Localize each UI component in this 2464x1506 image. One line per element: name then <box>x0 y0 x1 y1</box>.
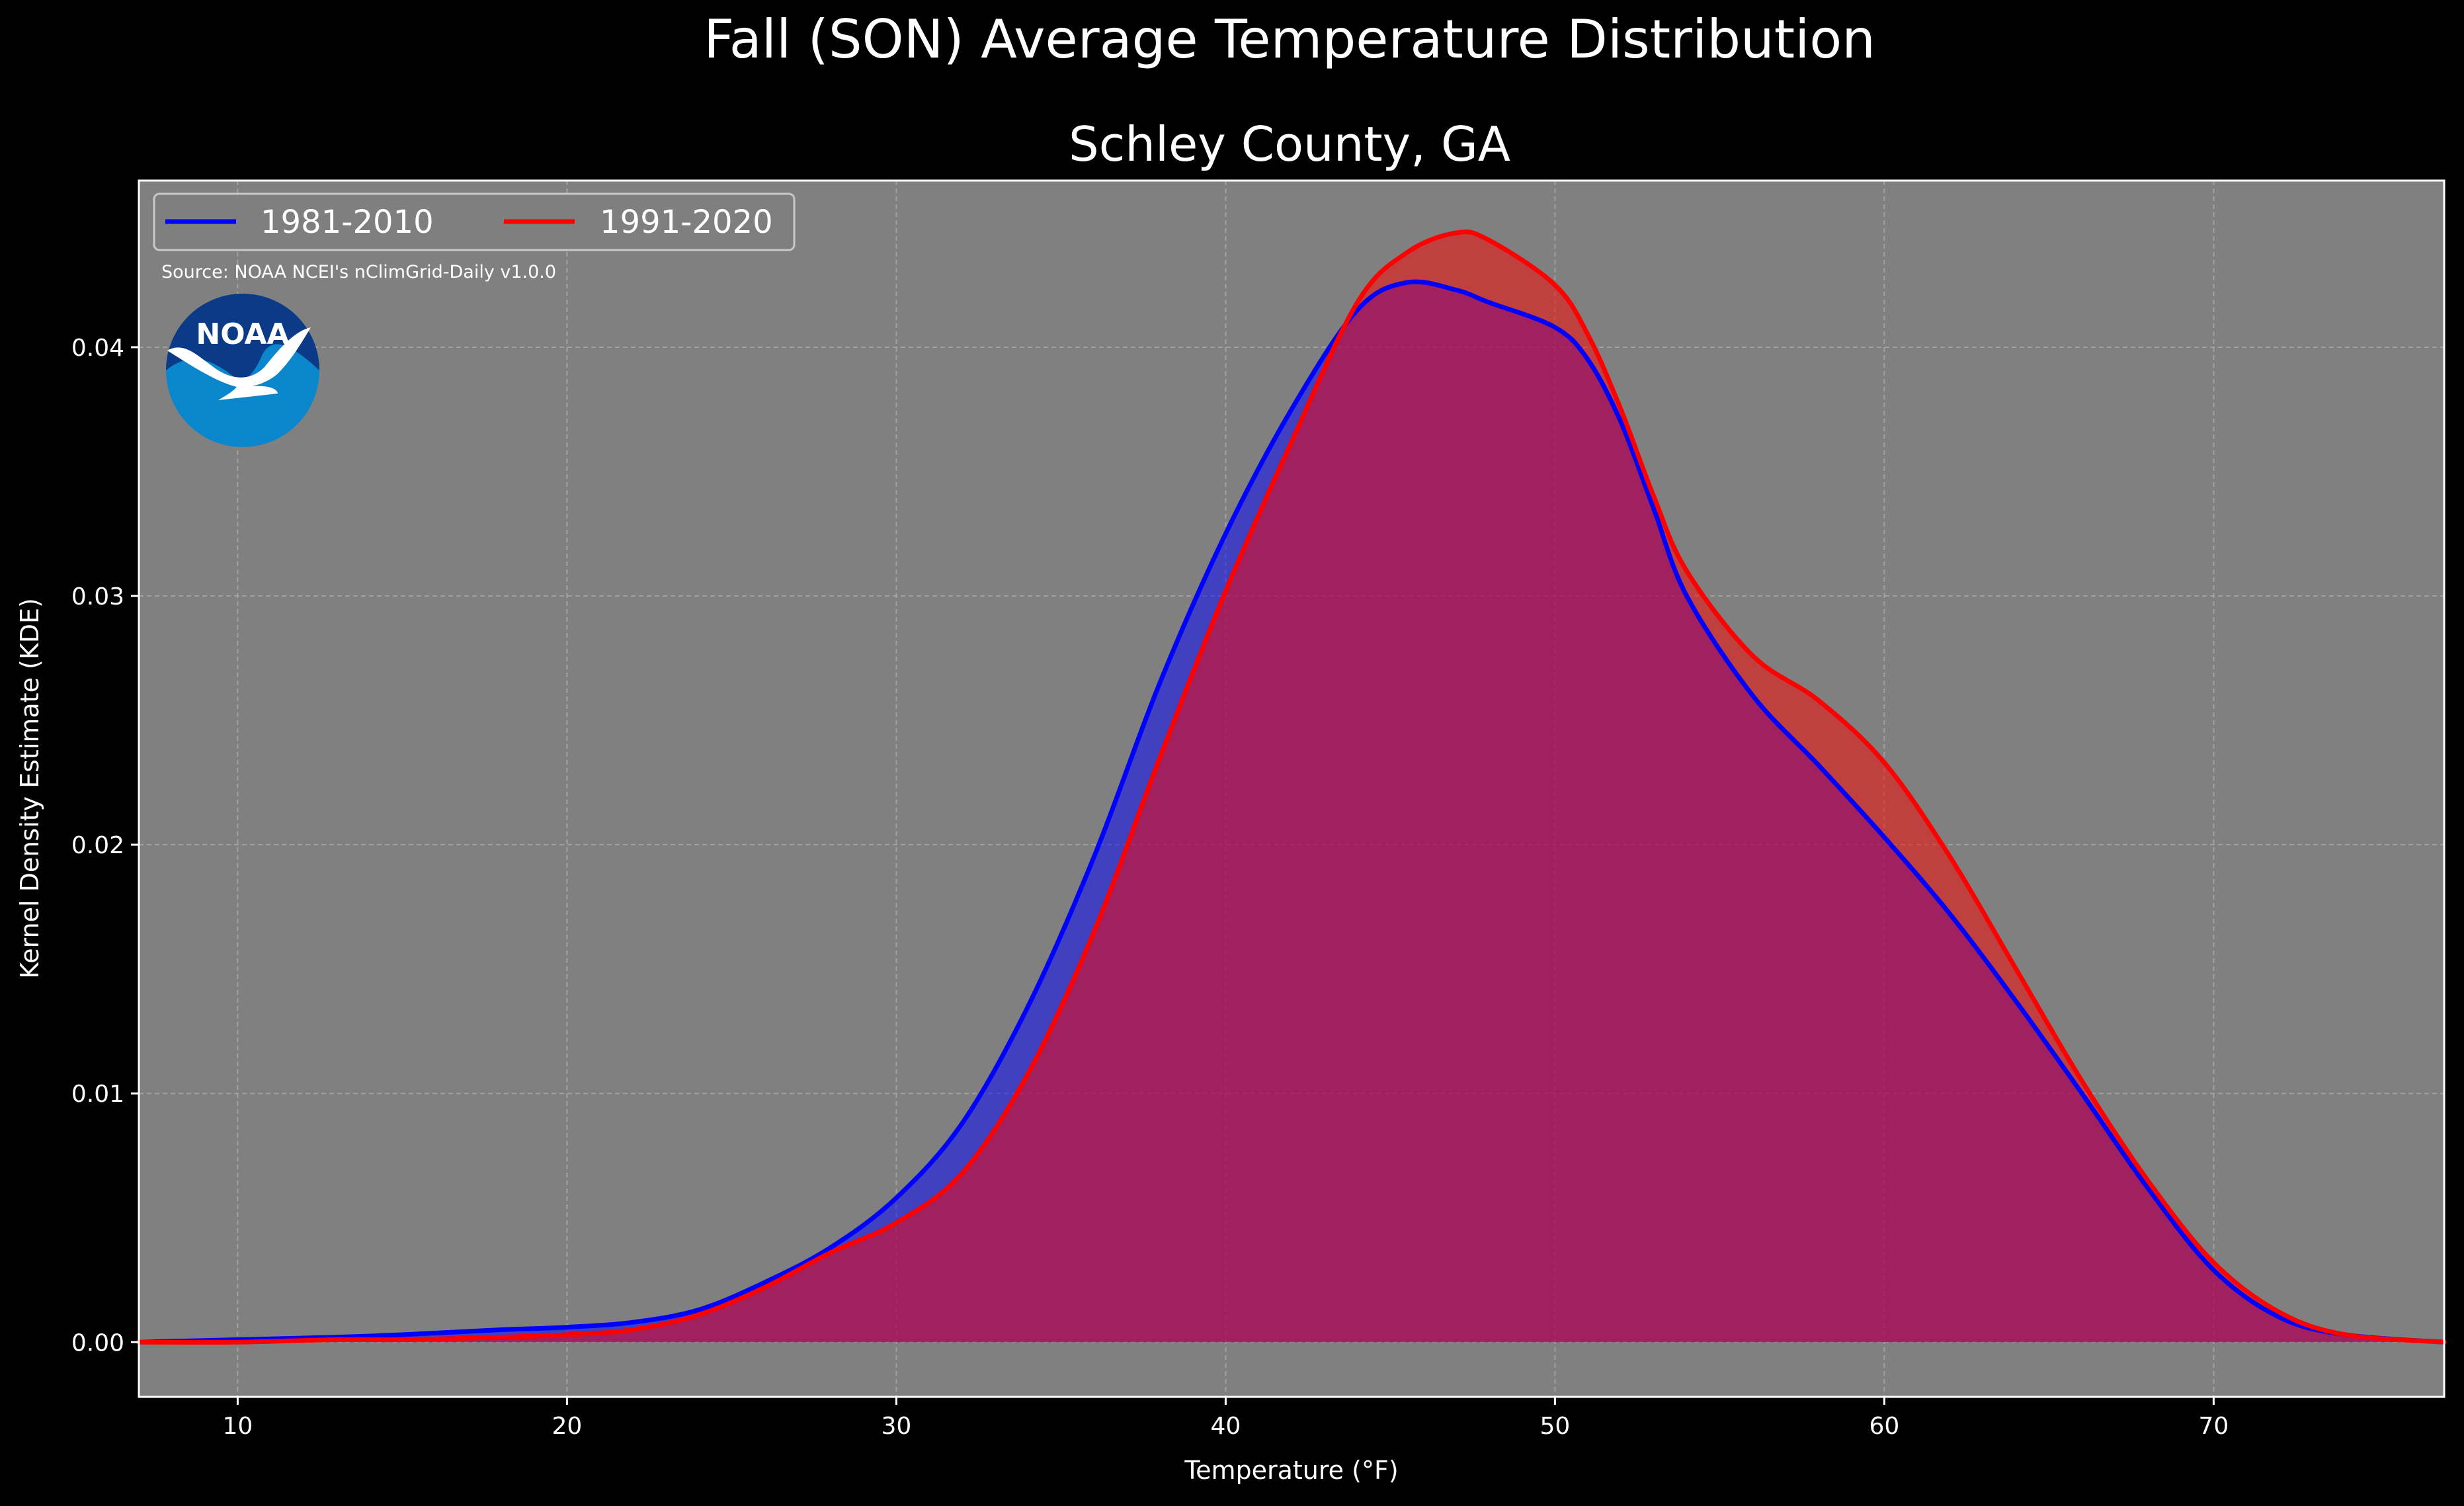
y-tick-label: 0.02 <box>71 832 124 859</box>
noaa-logo-text: NOAA <box>196 317 289 351</box>
area-1991-2020 <box>139 231 2444 1343</box>
x-axis-label: Temperature (°F) <box>1184 1456 1398 1485</box>
x-tick-label: 70 <box>2198 1413 2229 1440</box>
y-tick-label: 0.04 <box>71 335 124 362</box>
series-layer <box>136 230 2447 1345</box>
x-tick-label: 20 <box>552 1413 582 1440</box>
noaa-logo: NOAA <box>166 294 319 447</box>
noaa-logo-top <box>166 294 319 385</box>
line-1991-2020 <box>136 230 2447 1345</box>
source-note: Source: NOAA NCEI's nClimGrid-Daily v1.0… <box>161 262 556 282</box>
x-tick-label: 50 <box>1540 1413 1570 1440</box>
x-axis-ticks: 10 20 30 40 50 60 70 <box>222 1397 2229 1440</box>
legend-label-1991-2020: 1991-2020 <box>600 204 773 241</box>
chart-title: Fall (SON) Average Temperature Distribut… <box>704 9 1875 70</box>
line-1981-2010 <box>136 279 2447 1345</box>
x-tick-label: 40 <box>1210 1413 1241 1440</box>
y-axis-label: Kernel Density Estimate (KDE) <box>15 598 44 979</box>
x-tick-label: 60 <box>1869 1413 1899 1440</box>
y-tick-label: 0.03 <box>71 583 124 610</box>
y-tick-label: 0.01 <box>71 1081 124 1108</box>
x-tick-label: 10 <box>222 1413 253 1440</box>
noaa-logo-gull <box>167 327 311 400</box>
x-tick-label: 30 <box>881 1413 911 1440</box>
plot-frame <box>138 179 2445 1398</box>
legend-box <box>153 192 796 251</box>
y-tick-label: 0.00 <box>71 1329 124 1357</box>
y-axis-ticks: 0.00 0.01 0.02 0.03 0.04 <box>71 335 139 1357</box>
legend-label-1981-2010: 1981-2010 <box>261 204 434 241</box>
chart-subtitle: Schley County, GA <box>1069 116 1510 172</box>
legend: 1981-2010 1991-2020 <box>153 192 796 251</box>
plot-area <box>136 179 2447 1398</box>
